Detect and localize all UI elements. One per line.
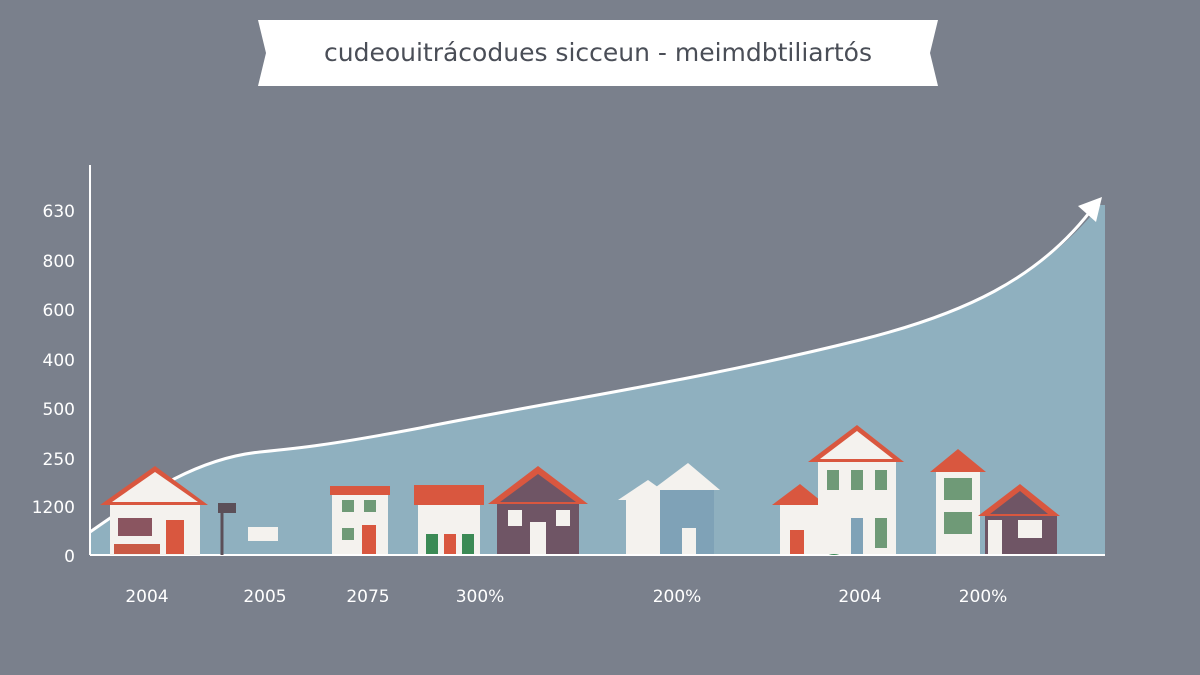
y-axis-label: 0	[64, 547, 75, 567]
y-axis-label: 800	[43, 252, 75, 272]
x-axis-label: 200%	[653, 587, 702, 607]
title: cudeouitrácodues sicceun - meimdbtiliart…	[324, 38, 872, 67]
x-axis-label: 200%	[959, 587, 1008, 607]
y-axis-label: 500	[43, 400, 75, 420]
title-banner	[258, 20, 938, 86]
arrow-head	[1078, 197, 1102, 222]
x-axis-label: 300%	[456, 587, 505, 607]
y-axis-label: 630	[43, 202, 75, 222]
x-axis-label: 2004	[838, 587, 881, 607]
houses	[100, 425, 1060, 555]
axis-labels: 630 800 600 400 500 250 1200 0 2004 2005 2075 300% 2…	[32, 202, 1008, 607]
x-axis-label: 2075	[346, 587, 389, 607]
trend-line	[89, 204, 1097, 534]
y-axis-label: 400	[43, 351, 75, 371]
y-axis-label: 250	[43, 450, 75, 470]
x-axis-label: 2005	[243, 587, 286, 607]
y-axis-label: 1200	[32, 498, 75, 518]
x-axis-label: 2004	[125, 587, 168, 607]
y-axis-label: 600	[43, 301, 75, 321]
